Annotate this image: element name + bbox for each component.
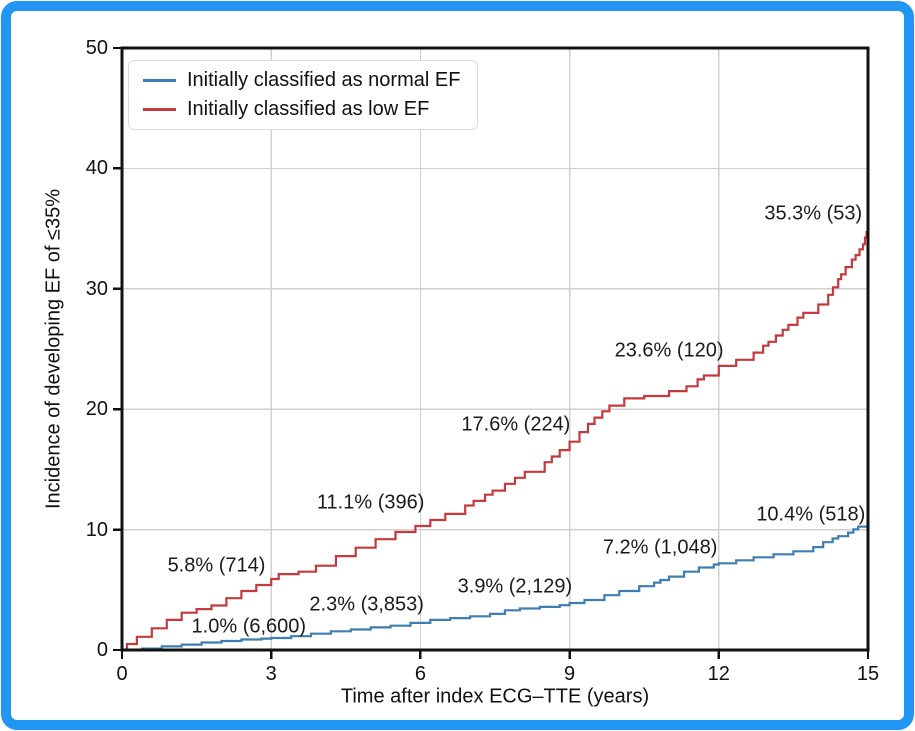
x-tick-label: 15 [856, 663, 880, 685]
annotation-normal-ef: 3.9% (2,129) [457, 575, 573, 598]
annotation-low-ef: 23.6% (120) [614, 339, 724, 362]
plot-border [120, 46, 870, 652]
x-tick-label: 3 [265, 663, 277, 685]
annotation-low-ef: 35.3% (53) [764, 202, 863, 225]
legend-line-red-swatch [143, 108, 176, 111]
annotation-normal-ef: 1.0% (6,600) [191, 615, 307, 638]
annotation-low-ef: 17.6% (224) [461, 413, 571, 436]
y-tick-label: 40 [85, 157, 108, 180]
legend-label-normal-ef: Initially classified as normal EF [187, 69, 461, 91]
x-tick-label: 6 [414, 663, 426, 685]
y-tick-label: 0 [96, 639, 108, 661]
annotation-normal-ef: 2.3% (3,853) [309, 593, 424, 616]
y-tick-label: 30 [85, 277, 108, 300]
series-line-low-ef [122, 227, 870, 652]
series-line-normal-ef [122, 524, 870, 652]
x-tick-label: 12 [707, 663, 730, 685]
legend-label-low-ef: Initially classified as low EF [187, 98, 430, 120]
x-tick-label: 9 [564, 663, 576, 685]
y-tick-label: 50 [85, 37, 108, 59]
annotation-normal-ef: 10.4% (518) [756, 503, 866, 526]
annotation-low-ef: 11.1% (396) [316, 491, 425, 514]
annotation-low-ef: 5.8% (714) [167, 554, 266, 577]
legend-item-normal-ef: Initially classified as normal EF [139, 66, 467, 95]
y-axis-label: Incidence of developing EF of ≤35% [42, 188, 65, 510]
legend-item-low-ef: Initially classified as low EF [139, 95, 467, 124]
y-tick-label: 10 [85, 518, 108, 541]
x-tick-label: 0 [116, 663, 128, 685]
annotation-normal-ef: 7.2% (1,048) [602, 536, 718, 559]
legend-line-blue-swatch [143, 79, 176, 82]
legend: Initially classified as normal EF Initia… [128, 60, 478, 130]
y-tick-label: 20 [85, 398, 108, 421]
x-axis-label: Time after index ECG–TTE (years) [340, 685, 650, 708]
